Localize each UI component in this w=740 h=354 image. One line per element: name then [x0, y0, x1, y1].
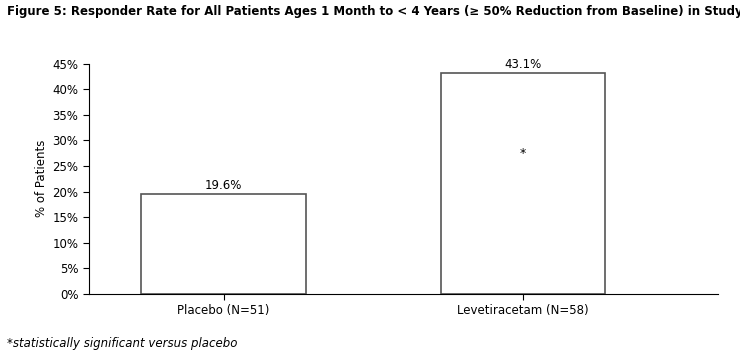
Text: Figure 5: Responder Rate for All Patients Ages 1 Month to < 4 Years (≥ 50% Reduc: Figure 5: Responder Rate for All Patient…: [7, 5, 740, 18]
Text: *: *: [520, 147, 526, 160]
Text: *statistically significant versus placebo: *statistically significant versus placeb…: [7, 337, 238, 350]
Y-axis label: % of Patients: % of Patients: [36, 140, 48, 217]
Text: 43.1%: 43.1%: [505, 58, 542, 72]
Text: 19.6%: 19.6%: [205, 178, 242, 192]
Bar: [141, 194, 306, 294]
Bar: [441, 73, 605, 294]
